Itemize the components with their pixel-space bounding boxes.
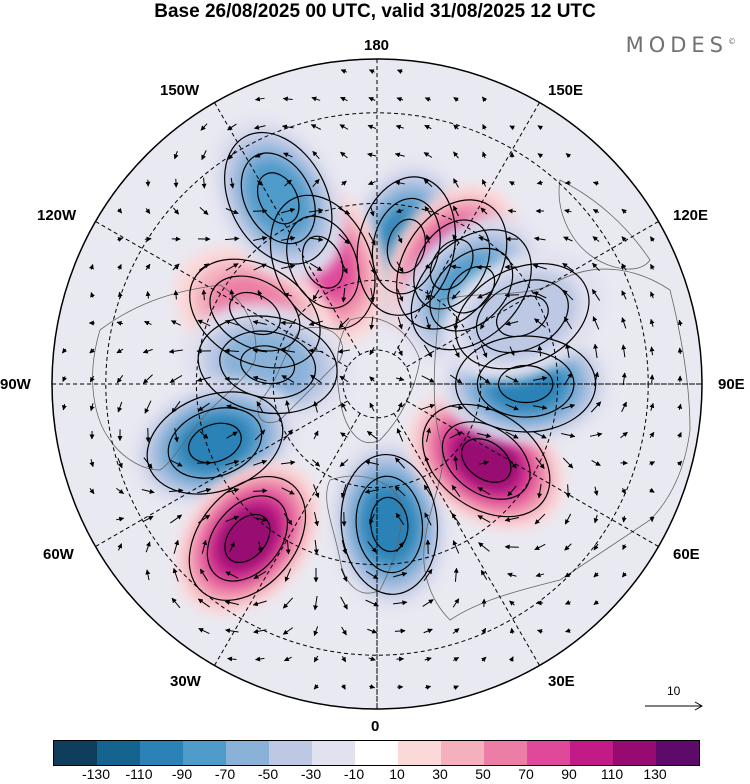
colorbar-swatch [613,741,656,765]
colorbar-swatch [441,741,484,765]
lon-label-30E: 30E [548,673,575,691]
lon-label-120W: 120W [37,207,76,225]
wind-arrow [505,295,519,296]
colorbar-swatch [398,741,441,765]
lon-label-60E: 60E [673,546,700,564]
wind-arrow [148,428,149,442]
colorbar-labels: -130 -110 -90 -70 -50 -30 -10 10 30 50 70 90 110 130 [53,766,701,784]
reference-vector: 10 [643,684,705,714]
lon-label-30W: 30W [170,673,201,691]
colorbar [53,740,700,766]
colorbar-swatch [355,741,398,765]
colorbar-tick-label: -90 [172,766,192,782]
colorbar-swatch [226,741,269,765]
colorbar-tick-label: -110 [126,766,153,782]
reference-arrow [643,684,705,714]
colorbar-swatch [183,741,226,765]
colorbar-tick-label: 110 [601,766,623,782]
wind-arrow [652,375,653,383]
colorbar-tick-label: 30 [432,766,448,782]
wind-arrow [145,239,151,240]
colorbar-tick-label: -30 [301,766,321,782]
colorbar-tick-label: -50 [258,766,278,782]
colorbar-swatch [97,741,140,765]
colorbar-tick-label: -130 [82,766,110,782]
colorbar-tick-label: -70 [215,766,235,782]
lon-label-150W: 150W [160,82,199,100]
wind-arrow [680,348,681,354]
wind-arrow [395,631,405,632]
colorbar-tick-label: 130 [643,766,666,782]
colorbar-tick-label: 50 [475,766,491,782]
lon-label-180: 180 [364,37,389,55]
lon-label-60W: 60W [43,546,74,564]
lon-label-120E: 120E [673,207,708,225]
colorbar-tick-label: -10 [344,766,364,782]
colorbar-swatch [570,741,613,765]
colorbar-tick-label: 70 [518,766,534,782]
colorbar-swatch [312,741,355,765]
wind-arrow [281,323,295,324]
lon-label-90E: 90E [718,376,745,394]
lon-label-90W: 90W [0,376,31,394]
colorbar-swatch [140,741,183,765]
lon-label-150E: 150E [548,82,583,100]
lon-label-0: 0 [371,718,379,736]
colorbar-tick-label: 10 [389,766,405,782]
wind-arrow [253,211,267,212]
colorbar-swatch [269,741,312,765]
colorbar-swatch [527,741,570,765]
colorbar-tick-label: 90 [561,766,577,782]
colorbar-swatch [54,741,97,765]
colorbar-swatch [656,741,699,765]
colorbar-swatch [484,741,527,765]
